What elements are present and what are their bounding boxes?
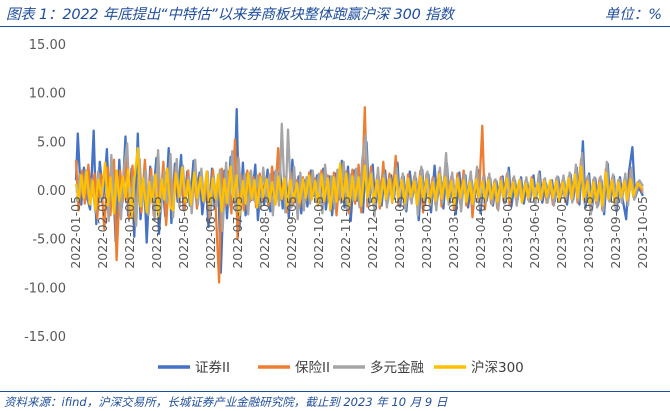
y-tick-label: -15.00: [24, 330, 66, 345]
x-tick-label: 2023-02-05: [419, 196, 434, 269]
unit-label: 单位：%: [604, 7, 662, 23]
x-tick-label: 2022-10-05: [311, 196, 326, 269]
source-note: 资料来源：ifind，沪深交易所，长城证券产业金融研究院，截止到 2023 年 …: [4, 395, 448, 409]
y-tick-label: -5.00: [32, 233, 66, 248]
y-tick-label: 5.00: [37, 135, 66, 150]
x-tick-label: 2023-04-05: [473, 196, 488, 269]
y-tick-label: 10.00: [29, 87, 66, 102]
figure-header: 图表 1：2022 年底提出“中特估”以来券商板块整体跑赢沪深 300 指数 单…: [0, 0, 670, 26]
y-tick-label: 0.00: [37, 184, 66, 199]
legend-label: 证券II: [195, 360, 230, 376]
footer-rule: [0, 391, 670, 392]
x-axis: 2022-01-05 2022-02-05 2022-03-05 2022-04-05…: [68, 187, 650, 269]
header-rule: [0, 26, 670, 27]
x-tick-label: 2022-04-05: [149, 196, 164, 269]
x-tick-label: 2023-01-05: [392, 196, 407, 269]
legend: 证券II 保险II 多元金融 沪深300: [158, 359, 524, 376]
x-tick-label: 2022-01-05: [68, 196, 83, 269]
legend-label: 沪深300: [471, 360, 524, 376]
y-axis: 15.00 10.00 5.00 0.00 -5.00 -10.00 -15.00: [24, 38, 66, 345]
x-tick-label: 2023-09-05: [608, 196, 623, 269]
x-tick-label: 2023-07-05: [554, 196, 569, 269]
x-tick-label: 2022-12-05: [365, 196, 380, 269]
x-tick-label: 2022-09-05: [284, 196, 299, 269]
x-tick-label: 2022-07-05: [230, 196, 245, 269]
series-layer: [74, 106, 645, 284]
x-tick-label: 2023-06-05: [527, 196, 542, 269]
x-tick-label: 2022-06-05: [203, 196, 218, 269]
x-tick-label: 2022-05-05: [176, 196, 191, 269]
x-tick-label: 2022-03-05: [122, 196, 137, 269]
x-tick-label: 2023-10-05: [635, 196, 650, 269]
legend-label: 保险II: [295, 360, 330, 376]
series-line-4: [74, 146, 644, 220]
x-tick-label: 2022-11-05: [338, 196, 353, 269]
legend-label: 多元金融: [370, 359, 424, 376]
x-tick-label: 2023-03-05: [446, 196, 461, 269]
y-tick-label: -10.00: [24, 281, 66, 296]
y-tick-label: 15.00: [29, 38, 66, 53]
line-chart: 15.00 10.00 5.00 0.00 -5.00 -10.00 -15.00 2022…: [24, 38, 650, 376]
x-tick-label: 2023-08-05: [581, 196, 596, 269]
x-tick-label: 2022-08-05: [257, 196, 272, 269]
x-tick-label: 2022-02-05: [95, 196, 110, 269]
x-tick-label: 2023-05-05: [500, 196, 515, 269]
figure-title: 图表 1：2022 年底提出“中特估”以来券商板块整体跑赢沪深 300 指数: [6, 7, 454, 23]
